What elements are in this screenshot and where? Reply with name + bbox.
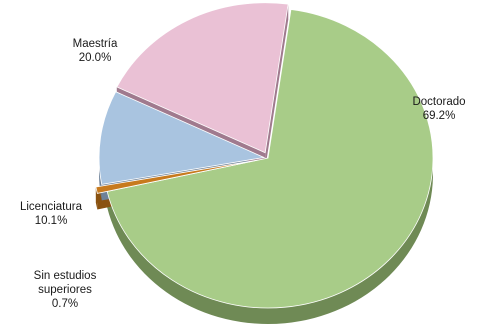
slice-label-maestria: Maestría 20.0%	[55, 37, 135, 65]
slice-label-sin-estudios-name-1: Sin estudios	[33, 270, 97, 282]
slice-label-maestria-name: Maestría	[72, 38, 118, 50]
slice-label-doctorado-value: 69.2%	[422, 110, 456, 122]
slice-label-maestria-value: 20.0%	[78, 52, 112, 64]
slice-wall-3-1	[265, 4, 289, 169]
slice-label-licenciatura: Licenciatura 10.1%	[6, 200, 96, 228]
slice-sin-estudios-superiores	[95, 159, 259, 194]
slice-label-sin-estudios-value: 0.7%	[51, 298, 79, 310]
slice-label-sin-estudios: Sin estudios superiores 0.7%	[20, 269, 110, 311]
slice-label-doctorado-name: Doctorado	[412, 96, 466, 108]
slice-label-sin-estudios-name-2: superiores	[38, 284, 92, 296]
slice-licenciatura	[98, 91, 266, 185]
slice-label-doctorado: Doctorado 69.2%	[404, 95, 474, 123]
slice-doctorado	[106, 9, 434, 309]
slice-maestr-a	[116, 2, 289, 154]
slice-label-licenciatura-value: 10.1%	[34, 215, 68, 227]
slice-label-licenciatura-name: Licenciatura	[19, 201, 82, 213]
